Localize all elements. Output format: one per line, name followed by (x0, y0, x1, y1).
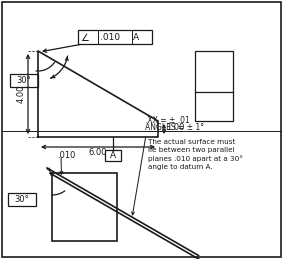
Text: 30°: 30° (15, 195, 29, 204)
Text: A: A (133, 32, 139, 41)
Text: The actual surface must
lie between two parallel
planes .010 apart at a 30°
angl: The actual surface must lie between two … (148, 139, 243, 170)
Text: .010: .010 (57, 150, 75, 160)
Bar (52, 173, 117, 241)
Text: 30°: 30° (17, 76, 31, 85)
Text: 6.00: 6.00 (89, 148, 107, 157)
Text: 4.00: 4.00 (17, 85, 26, 103)
Text: $\angle$: $\angle$ (80, 31, 90, 43)
Bar (78, 30, 152, 44)
Bar (195, 51, 233, 121)
Text: A: A (110, 151, 116, 160)
Bar (105, 150, 121, 161)
Text: .010: .010 (100, 32, 120, 41)
Text: .XX = ± .01: .XX = ± .01 (145, 116, 190, 125)
Bar (8, 193, 36, 206)
Text: 1.00: 1.00 (166, 123, 185, 132)
Bar (10, 74, 38, 87)
Text: ANGLES = ± 1°: ANGLES = ± 1° (145, 123, 204, 132)
